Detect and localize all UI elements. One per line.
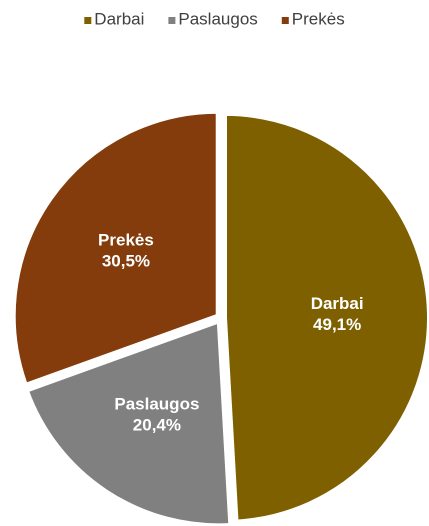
legend-text: Prekės — [292, 9, 345, 28]
legend-item: Prekės — [281, 9, 345, 28]
slice-value: 20,4% — [133, 415, 181, 434]
legend-text: Paslaugos — [178, 9, 257, 28]
pie-slice — [24, 318, 233, 526]
legend: Darbai Paslaugos Prekės — [84, 9, 345, 28]
slice-value: 30,5% — [102, 252, 150, 271]
pie: Darbai 49,1% Paslaugos 20,4% Prekės 30,5% — [11, 109, 429, 526]
pie-slice — [11, 109, 220, 388]
legend-swatch — [84, 17, 92, 24]
legend-item: Paslaugos — [168, 9, 258, 28]
slice-value: 49,1% — [313, 315, 361, 334]
legend-swatch — [281, 17, 289, 24]
slice-category: Darbai — [311, 294, 364, 313]
legend-swatch — [168, 17, 176, 24]
slice-category: Prekės — [98, 231, 154, 250]
legend-item: Darbai — [84, 9, 144, 28]
slice-category: Paslaugos — [114, 394, 199, 413]
legend-text: Darbai — [94, 9, 144, 28]
